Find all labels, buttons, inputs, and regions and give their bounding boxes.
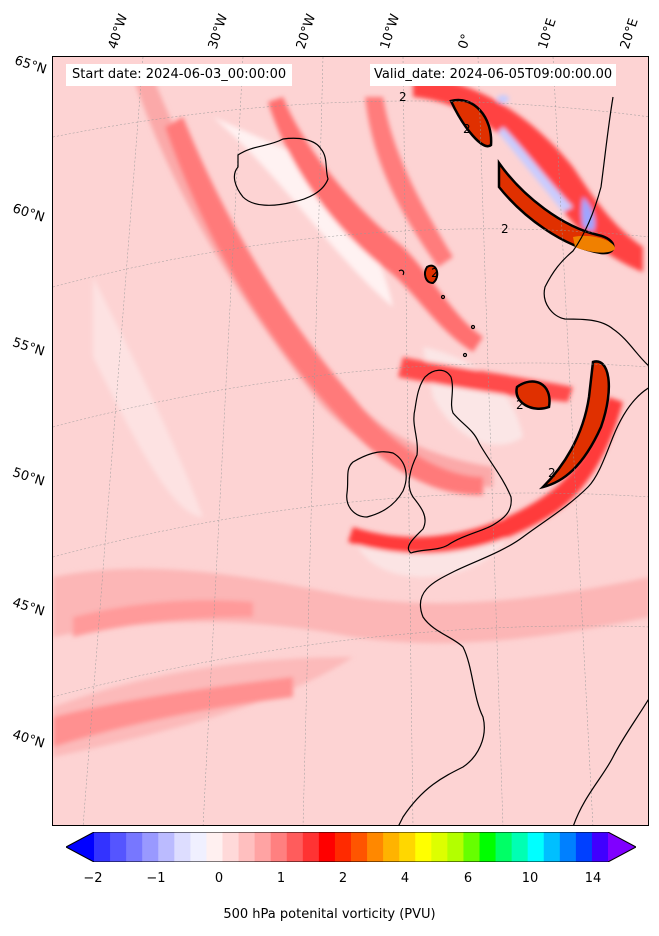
- colorbar-extend-max: [608, 832, 636, 862]
- colorbar-cell: [479, 832, 497, 862]
- colorbar-cell: [575, 832, 593, 862]
- continent-coast: [398, 387, 648, 825]
- iceland-coast: [233, 137, 329, 206]
- colorbar: [66, 832, 636, 862]
- contour-label: 2: [501, 222, 509, 236]
- coastlines: [233, 96, 648, 825]
- med-coast: [573, 699, 648, 825]
- colorbar-extend-min: [66, 832, 94, 862]
- britain-coast: [407, 369, 512, 554]
- colorbar-cell: [367, 832, 384, 862]
- colorbar-cell: [94, 832, 111, 862]
- colorbar-cell: [399, 832, 416, 862]
- colorbar-cell: [334, 832, 352, 862]
- colorbar-cell: [222, 832, 240, 862]
- colorbar-tick-label: −2: [83, 871, 103, 886]
- pv-filled-contours: [53, 77, 648, 757]
- colorbar-tick-label: 0: [214, 871, 224, 886]
- longitude-label: 10°E: [535, 16, 560, 51]
- latitude-label: 40°N: [10, 727, 47, 752]
- potential-vorticity-map: 2 2 2 2 2 2: [53, 57, 648, 825]
- latitude-label: 45°N: [10, 595, 47, 620]
- contour-label: 2: [399, 90, 407, 104]
- latitude-label: 60°N: [10, 201, 47, 226]
- colorbar-cell: [318, 832, 336, 862]
- contour-label: 2: [548, 466, 556, 480]
- colorbar-tick-label: 1: [276, 871, 286, 886]
- colorbar-tick-label: 14: [584, 871, 602, 886]
- latitude-label: 55°N: [10, 335, 47, 360]
- colorbar-cell: [254, 832, 272, 862]
- colorbar-cell: [206, 832, 223, 862]
- longitude-label: 20°W: [293, 12, 320, 51]
- ireland-coast: [346, 451, 407, 518]
- colorbar-tick-label: 6: [463, 871, 473, 886]
- longitude-label: 40°W: [105, 12, 132, 51]
- colorbar-cell: [190, 832, 207, 862]
- norway-coast: [543, 96, 648, 366]
- colorbar-cell: [447, 832, 464, 862]
- colorbar-cell: [351, 832, 368, 862]
- colorbar-cell: [286, 832, 304, 862]
- colorbar-cell: [126, 832, 143, 862]
- colorbar-cell: [543, 832, 561, 862]
- start-date-label: Start date: 2024-06-03_00:00:00: [66, 64, 293, 86]
- contour-label: 2: [463, 122, 471, 136]
- latitude-label: 50°N: [10, 465, 47, 490]
- faroe-coast: [398, 269, 405, 276]
- colorbar-cell: [591, 832, 609, 862]
- colorbar-cell: [110, 832, 127, 862]
- latitude-label: 65°N: [12, 53, 49, 78]
- colorbar-title: 500 hPa potenital vorticity (PVU): [223, 907, 436, 922]
- contour-labels: 2 2 2 2 2 2: [399, 90, 556, 480]
- colorbar-cell: [495, 832, 513, 862]
- colorbar-cell: [238, 832, 256, 862]
- colorbar-cell: [302, 832, 320, 862]
- colorbar-tick-label: −1: [146, 871, 166, 886]
- colorbar-cell: [463, 832, 480, 862]
- longitude-label: 0°: [455, 32, 475, 51]
- longitude-label: 30°W: [205, 12, 232, 51]
- pv-high-regions: [424, 98, 615, 490]
- colorbar-cell: [158, 832, 175, 862]
- map-panel: 2 2 2 2 2 2: [52, 56, 649, 826]
- valid-date-label: Valid_date: 2024-06-05T09:00:00.00: [370, 64, 617, 86]
- contour-label: 2: [516, 398, 524, 412]
- colorbar-cell: [383, 832, 400, 862]
- colorbar-cell: [511, 832, 529, 862]
- colorbar-cell: [559, 832, 577, 862]
- graticule-lines: [53, 57, 648, 825]
- longitude-label: 20°E: [617, 16, 642, 51]
- colorbar-cell: [142, 832, 159, 862]
- colorbar-cell: [431, 832, 448, 862]
- colorbar-cell: [270, 832, 288, 862]
- colorbar-cell: [174, 832, 191, 862]
- colorbar-cell: [415, 832, 432, 862]
- colorbar-tick-label: 2: [338, 871, 348, 886]
- colorbar-tick-label: 4: [400, 871, 410, 886]
- contour-label: 2: [431, 266, 439, 280]
- colorbar-cell: [527, 832, 545, 862]
- colorbar-tick-label: 10: [521, 871, 539, 886]
- longitude-label: 10°W: [377, 12, 404, 51]
